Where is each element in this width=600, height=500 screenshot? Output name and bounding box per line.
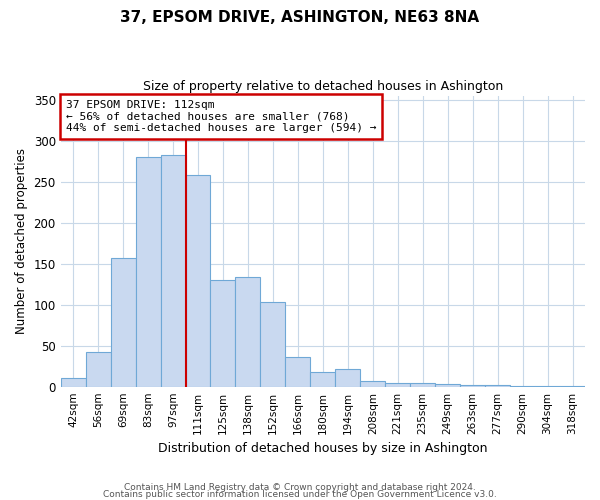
Bar: [61, 378, 86, 386]
Bar: [335, 368, 360, 386]
Bar: [185, 175, 211, 386]
Bar: [460, 385, 485, 386]
Y-axis label: Number of detached properties: Number of detached properties: [15, 148, 28, 334]
Bar: [110, 258, 136, 386]
Text: 37, EPSOM DRIVE, ASHINGTON, NE63 8NA: 37, EPSOM DRIVE, ASHINGTON, NE63 8NA: [121, 10, 479, 25]
Bar: [310, 372, 335, 386]
Title: Size of property relative to detached houses in Ashington: Size of property relative to detached ho…: [143, 80, 503, 93]
Text: Contains public sector information licensed under the Open Government Licence v3: Contains public sector information licen…: [103, 490, 497, 499]
Text: Contains HM Land Registry data © Crown copyright and database right 2024.: Contains HM Land Registry data © Crown c…: [124, 484, 476, 492]
Text: 37 EPSOM DRIVE: 112sqm
← 56% of detached houses are smaller (768)
44% of semi-de: 37 EPSOM DRIVE: 112sqm ← 56% of detached…: [66, 100, 376, 133]
Bar: [385, 382, 410, 386]
Bar: [235, 277, 260, 386]
Bar: [360, 381, 385, 386]
Bar: [86, 352, 110, 386]
Bar: [485, 385, 510, 386]
X-axis label: Distribution of detached houses by size in Ashington: Distribution of detached houses by size …: [158, 442, 488, 455]
Bar: [410, 384, 435, 386]
Bar: [211, 280, 235, 386]
Bar: [136, 157, 161, 386]
Bar: [286, 357, 310, 386]
Bar: [161, 154, 185, 386]
Bar: [260, 302, 286, 386]
Bar: [435, 384, 460, 386]
